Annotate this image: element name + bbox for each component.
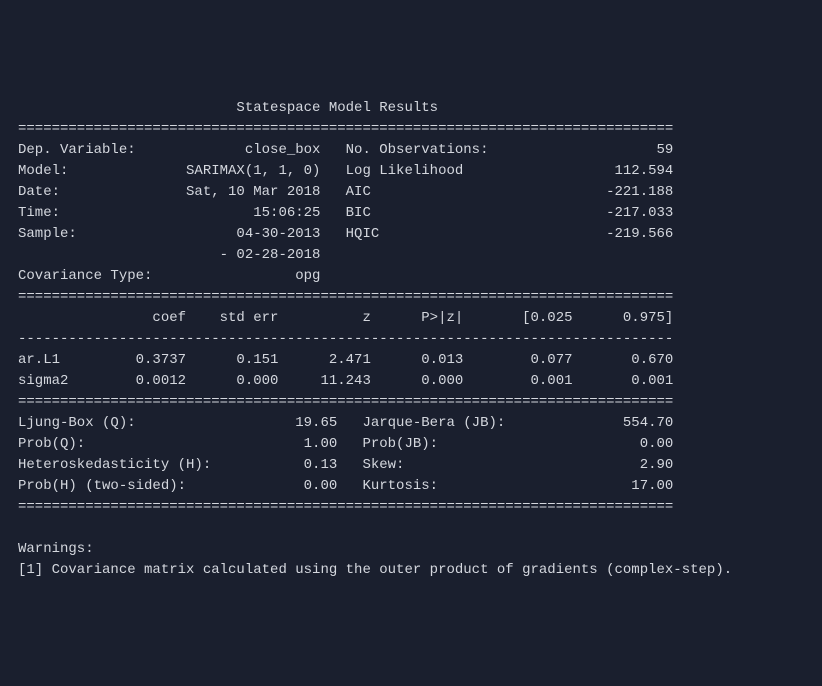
model-results-output: Statespace Model Results ===============… <box>18 98 804 581</box>
